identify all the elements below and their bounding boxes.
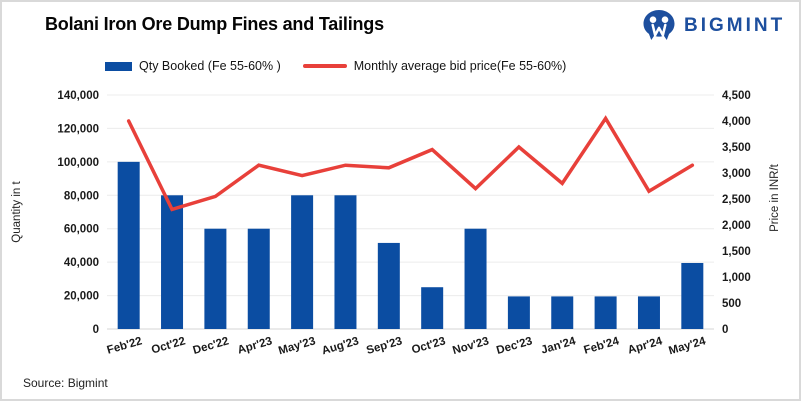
x-axis-tick: Sep'23 bbox=[365, 335, 404, 357]
x-axis-tick: Dec'23 bbox=[495, 335, 534, 357]
right-axis-tick: 500 bbox=[722, 298, 741, 310]
right-axis-tick: 3,000 bbox=[722, 168, 751, 180]
right-axis-tick: 1,500 bbox=[722, 246, 751, 258]
left-axis-tick: 120,000 bbox=[57, 123, 99, 135]
bar-Nov'23 bbox=[464, 228, 487, 329]
price-legend-swatch bbox=[302, 64, 347, 68]
x-axis-tick: Feb'22 bbox=[106, 335, 144, 356]
right-axis-tick: 1,000 bbox=[722, 272, 751, 284]
bar-May'24 bbox=[681, 262, 704, 329]
qty-legend-swatch bbox=[105, 61, 132, 71]
qty-legend-label: Qty Booked (Fe 55-60% ) bbox=[139, 59, 281, 73]
x-axis-tick: Oct'22 bbox=[150, 335, 187, 356]
bar-Oct'23 bbox=[421, 287, 444, 329]
brand-logo: BIGMINT bbox=[641, 10, 785, 41]
x-axis-tick: Dec'22 bbox=[192, 335, 231, 357]
bar-Dec'22 bbox=[204, 228, 227, 329]
x-axis-tick: Oct'23 bbox=[410, 335, 447, 356]
legend-item-price: Monthly average bid price(Fe 55-60%) bbox=[302, 59, 567, 73]
right-axis-tick: 0 bbox=[722, 324, 728, 336]
source-note: Source: Bigmint bbox=[23, 376, 108, 390]
left-axis-tick: 40,000 bbox=[64, 257, 99, 269]
bigmint-icon bbox=[643, 10, 675, 41]
bar-Jan'24 bbox=[551, 296, 574, 329]
x-axis-tick: Apr'24 bbox=[627, 335, 665, 356]
left-axis-title: Quantity in t bbox=[11, 181, 23, 243]
bar-May'23 bbox=[291, 195, 314, 329]
left-axis-tick: 0 bbox=[93, 324, 99, 336]
right-axis-tick: 4,500 bbox=[722, 90, 751, 102]
x-axis-tick: Feb'24 bbox=[583, 335, 621, 357]
bar-Dec'23 bbox=[507, 296, 530, 329]
bar-Feb'24 bbox=[594, 296, 617, 329]
brand-name: BIGMINT bbox=[684, 14, 786, 36]
bar-Oct'22 bbox=[161, 195, 184, 329]
left-axis-tick: 140,000 bbox=[57, 90, 99, 102]
bar-Feb'22 bbox=[117, 161, 140, 329]
price-legend-label: Monthly average bid price(Fe 55-60%) bbox=[353, 59, 567, 73]
x-axis-tick: Jan'24 bbox=[540, 335, 578, 356]
price-line bbox=[126, 115, 695, 212]
legend-item-qty: Qty Booked (Fe 55-60% ) bbox=[105, 59, 281, 73]
x-axis-tick: May'23 bbox=[277, 335, 317, 357]
x-axis-tick: Nov'23 bbox=[451, 335, 490, 357]
chart-legend: Qty Booked (Fe 55-60% ) Monthly average … bbox=[105, 59, 566, 73]
right-axis-title: Price in INR/t bbox=[769, 163, 781, 232]
bar-Aug'23 bbox=[334, 195, 357, 329]
bar-Apr'23 bbox=[247, 228, 270, 329]
left-axis-tick: 20,000 bbox=[64, 291, 99, 303]
page-title: Bolani Iron Ore Dump Fines and Tailings bbox=[45, 14, 384, 34]
x-axis-tick: Apr'23 bbox=[236, 335, 273, 356]
bar-Apr'24 bbox=[637, 296, 660, 329]
right-axis-tick: 4,000 bbox=[722, 116, 751, 128]
x-axis-tick: Aug'23 bbox=[321, 335, 361, 357]
bar-Sep'23 bbox=[377, 242, 400, 329]
right-axis-tick: 2,000 bbox=[722, 220, 751, 232]
right-axis-tick: 3,500 bbox=[722, 142, 751, 154]
left-axis-tick: 100,000 bbox=[57, 157, 99, 169]
right-axis-tick: 2,500 bbox=[722, 194, 751, 206]
x-axis-tick: May'24 bbox=[667, 335, 707, 357]
left-axis-tick: 80,000 bbox=[64, 190, 99, 202]
left-axis-tick: 60,000 bbox=[64, 224, 99, 236]
